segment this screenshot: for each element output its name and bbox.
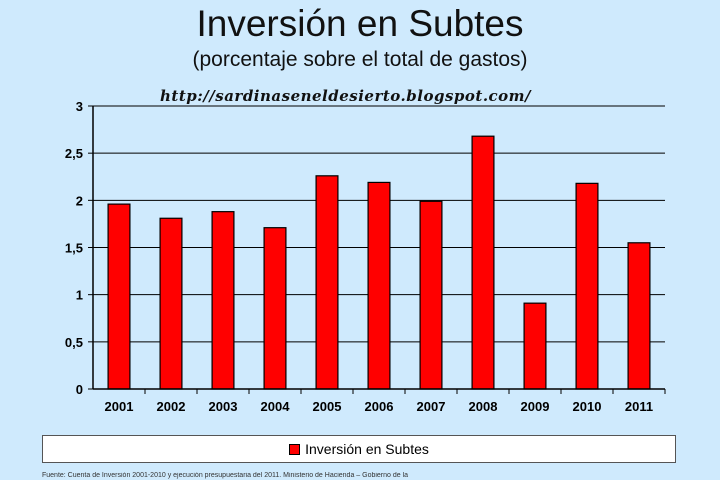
y-tick-label: 1,5 bbox=[65, 241, 83, 256]
bars bbox=[107, 135, 651, 390]
bar-2002 bbox=[159, 217, 183, 390]
x-tick-label-2005: 2005 bbox=[313, 399, 342, 414]
y-tick-label: 2 bbox=[76, 193, 83, 208]
bar-chart: 0 0,5 1 1,5 2 2,5 3 2001 2002 2003 2004 2005 2006 200… bbox=[65, 99, 666, 414]
legend: Inversión en Subtes bbox=[42, 435, 676, 463]
x-tick-label-2002: 2002 bbox=[157, 399, 186, 414]
y-tick-label: 1 bbox=[76, 288, 83, 303]
axes bbox=[88, 105, 666, 394]
x-tick-label-2003: 2003 bbox=[209, 399, 238, 414]
y-tick-label: 0,5 bbox=[65, 335, 83, 350]
legend-swatch bbox=[289, 443, 301, 455]
bar-2010 bbox=[575, 182, 599, 390]
bar-2011 bbox=[627, 242, 651, 390]
chart-title: Inversión en Subtes bbox=[196, 3, 524, 44]
bar-2008 bbox=[471, 135, 495, 390]
x-tick-label-2001: 2001 bbox=[105, 399, 134, 414]
y-tick-label: 0 bbox=[76, 382, 83, 397]
legend-label: Inversión en Subtes bbox=[305, 441, 429, 457]
bar-2009 bbox=[523, 302, 547, 390]
source-footnote: Fuente: Cuenta de Inversión 2001-2010 y … bbox=[42, 472, 409, 479]
y-tick-label: 3 bbox=[76, 99, 83, 114]
bar-2003 bbox=[211, 211, 235, 390]
bar-2004 bbox=[263, 227, 287, 390]
y-tick-label: 2,5 bbox=[65, 146, 83, 161]
bar-2001 bbox=[107, 203, 131, 390]
x-tick-label-2010: 2010 bbox=[573, 399, 602, 414]
bar-2007 bbox=[419, 200, 443, 390]
x-tick-label-2007: 2007 bbox=[417, 399, 446, 414]
bar-2006 bbox=[367, 181, 391, 390]
x-tick-label-2006: 2006 bbox=[365, 399, 394, 414]
x-tick-label-2004: 2004 bbox=[261, 399, 291, 414]
bar-2005 bbox=[315, 175, 339, 390]
tick-labels: 0 0,5 1 1,5 2 2,5 3 2001 2002 2003 2004 2005 2006 200… bbox=[65, 99, 653, 414]
blog-url-annotation: http://sardinaseneldesierto.blogspot.com… bbox=[160, 87, 532, 105]
x-tick-label-2008: 2008 bbox=[469, 399, 498, 414]
chart-subtitle: (porcentaje sobre el total de gastos) bbox=[192, 48, 528, 71]
x-tick-label-2009: 2009 bbox=[521, 399, 550, 414]
x-tick-label-2011: 2011 bbox=[625, 399, 653, 414]
